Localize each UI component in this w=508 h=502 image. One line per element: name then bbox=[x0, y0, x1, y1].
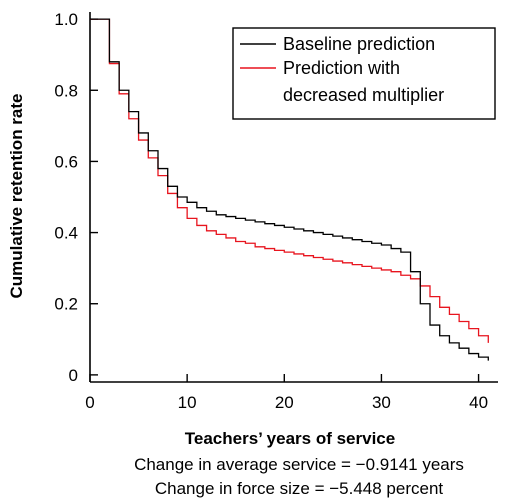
legend-label-decreased-line1: Prediction with bbox=[283, 58, 400, 78]
legend-label-decreased-line2: decreased multiplier bbox=[283, 85, 444, 105]
y-tick-label: 0 bbox=[69, 366, 78, 385]
x-ticks: 0 10 20 30 40 bbox=[85, 374, 488, 412]
x-tick-label: 10 bbox=[178, 393, 197, 412]
x-tick-label: 0 bbox=[85, 393, 94, 412]
x-axis-title: Teachers’ years of service bbox=[185, 429, 395, 448]
x-tick-label: 40 bbox=[469, 393, 488, 412]
y-tick-label: 0.8 bbox=[54, 81, 78, 100]
x-tick-label: 30 bbox=[372, 393, 391, 412]
annotation-force-size: Change in force size = −5.448 percent bbox=[155, 479, 444, 498]
legend: Baseline prediction Prediction with decr… bbox=[233, 28, 495, 119]
annotation-average-service: Change in average service = −0.9141 year… bbox=[134, 455, 464, 474]
y-ticks: 0 0.2 0.4 0.6 0.8 1.0 bbox=[54, 10, 98, 385]
y-tick-label: 0.6 bbox=[54, 152, 78, 171]
y-tick-label: 1.0 bbox=[54, 10, 78, 29]
legend-label-baseline: Baseline prediction bbox=[283, 34, 435, 54]
y-tick-label: 0.4 bbox=[54, 224, 78, 243]
x-tick-label: 20 bbox=[275, 393, 294, 412]
y-tick-label: 0.2 bbox=[54, 295, 78, 314]
y-axis-title: Cumulative retention rate bbox=[7, 94, 26, 299]
